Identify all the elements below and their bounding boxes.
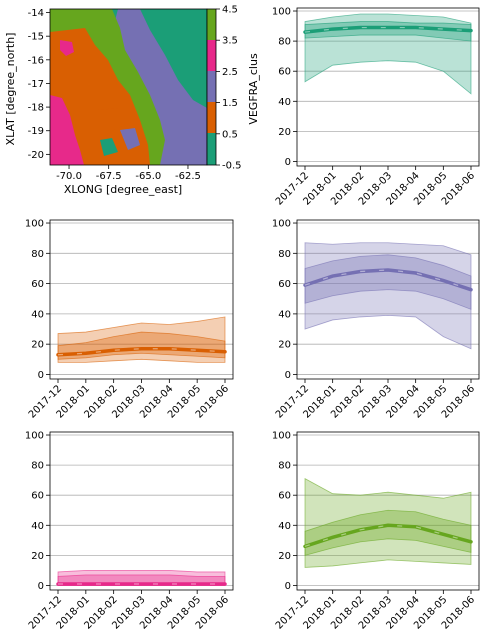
- colorbar-label: VEGFRA_clus: [247, 53, 260, 125]
- map-x-tick-label: -65.0: [135, 171, 161, 182]
- map-y-tick-label: -17: [28, 79, 44, 90]
- inner-percentile-band: [304, 254, 472, 310]
- y-tick-label: 20: [278, 340, 291, 351]
- y-tick-label: 20: [31, 551, 44, 562]
- outer-percentile-band: [304, 242, 472, 350]
- median-line: [303, 25, 473, 34]
- y-tick-label: 40: [278, 97, 291, 108]
- map-y-tick-label: -18: [28, 103, 44, 114]
- map-y-tick-label: -14: [28, 8, 44, 19]
- y-tick-label: 80: [278, 249, 291, 260]
- timeseries-cluster-1: 0204060801002017-122018-012018-022018-03…: [25, 219, 234, 421]
- y-tick-label: 20: [31, 340, 44, 351]
- y-tick-label: 20: [278, 127, 291, 138]
- colorbar-frame: [206, 8, 217, 166]
- median-line: [303, 268, 473, 292]
- timeseries-cluster-0: 0204060801002017-122018-012018-022018-03…: [272, 7, 480, 208]
- axes-frame: [49, 431, 234, 591]
- colorbar-tick-label: 2.5: [222, 67, 238, 78]
- map-y-tick-label: -16: [28, 55, 44, 66]
- colorbar: 4.5 3.5 2.5 1.5 0.5 -0.5 VEGFRA_clus: [206, 5, 260, 172]
- y-tick-label: 100: [25, 431, 44, 442]
- y-tick-label: 80: [31, 249, 44, 260]
- map-y-tick-label: -19: [28, 126, 44, 137]
- map-y-axis-label: XLAT [degree_north]: [4, 33, 17, 146]
- map-region-pink-upper: [60, 40, 74, 56]
- colorbar-segment-3: [207, 40, 216, 71]
- y-tick-label: 0: [38, 581, 44, 592]
- y-tick-label: 60: [31, 279, 44, 290]
- y-tick-label: 100: [272, 219, 291, 230]
- map-patch-teal: [100, 138, 118, 156]
- map-y-ticks: -14 -15 -16 -17 -18 -19 -20: [28, 8, 50, 161]
- y-tick-label: 80: [278, 461, 291, 472]
- y-tick-label: 100: [272, 7, 291, 18]
- outer-percentile-band: [304, 13, 472, 95]
- map-patch-orange: [98, 108, 125, 132]
- map-y-tick-label: -15: [28, 32, 44, 43]
- map-patch-purple: [120, 128, 140, 150]
- inner-percentile-band: [304, 509, 472, 556]
- y-tick-label: 20: [278, 551, 291, 562]
- map-y-tick-label: -20: [28, 150, 44, 161]
- y-tick-label: 100: [272, 431, 291, 442]
- y-tick-label: 40: [278, 309, 291, 320]
- colorbar-ticks: 4.5 3.5 2.5 1.5 0.5 -0.5: [216, 5, 242, 172]
- median-line: [56, 346, 227, 357]
- colorbar-segment-4: [207, 9, 216, 40]
- y-tick-label: 60: [31, 491, 44, 502]
- colorbar-segment-0: [207, 133, 216, 165]
- y-tick-label: 40: [31, 309, 44, 320]
- colorbar-segment-2: [207, 71, 216, 102]
- y-tick-label: 0: [285, 370, 291, 381]
- y-tick-label: 0: [38, 370, 44, 381]
- y-tick-label: 40: [31, 521, 44, 532]
- map-x-tick-label: -67.5: [96, 171, 122, 182]
- colorbar-tick-label: 0.5: [222, 129, 238, 140]
- map-x-tick-label: -62.5: [175, 171, 201, 182]
- median-line: [303, 523, 473, 549]
- map-x-axis-label: XLONG [degree_east]: [64, 183, 182, 196]
- y-tick-label: 60: [278, 67, 291, 78]
- map-region-green-upper: [52, 10, 74, 28]
- timeseries-cluster-4: 0204060801002017-122018-012018-022018-03…: [272, 431, 480, 632]
- y-tick-label: 80: [31, 461, 44, 472]
- colorbar-tick-label: -0.5: [222, 161, 242, 172]
- colorbar-segment-1: [207, 102, 216, 133]
- y-tick-label: 0: [285, 157, 291, 168]
- y-tick-label: 0: [285, 581, 291, 592]
- y-tick-label: 100: [25, 219, 44, 230]
- map-x-tick-label: -70.0: [56, 171, 82, 182]
- cluster-map-image: [50, 9, 207, 165]
- y-tick-label: 40: [278, 521, 291, 532]
- map-x-ticks: -70.0 -67.5 -65.0 -62.5: [56, 165, 201, 182]
- cluster-map-panel: -70.0 -67.5 -65.0 -62.5 -14-15-16-17-18-19-…: [4, 8, 208, 196]
- colorbar-tick-label: 1.5: [222, 98, 238, 109]
- y-tick-label: 60: [278, 279, 291, 290]
- y-tick-label: 60: [278, 491, 291, 502]
- map-region-pink: [50, 95, 84, 165]
- timeseries-cluster-2: 0204060801002017-122018-012018-022018-03…: [272, 219, 480, 421]
- timeseries-cluster-3: 0204060801002017-122018-012018-022018-03…: [25, 431, 234, 632]
- y-tick-label: 80: [278, 37, 291, 48]
- inner-percentile-band: [304, 21, 472, 42]
- colorbar-tick-label: 3.5: [222, 36, 238, 47]
- colorbar-tick-label: 4.5: [222, 5, 238, 16]
